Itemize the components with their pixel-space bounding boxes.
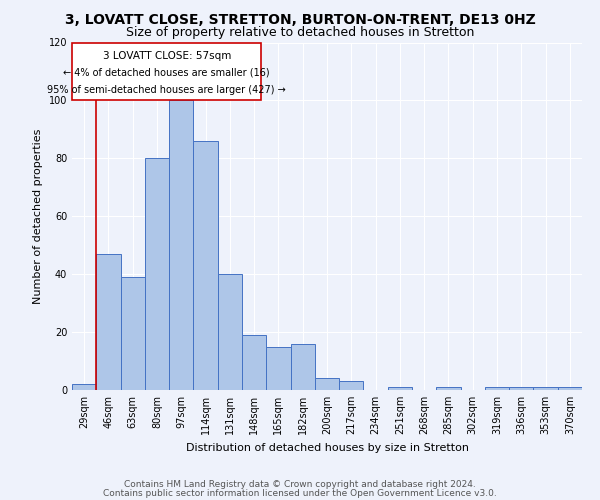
- Text: 3, LOVATT CLOSE, STRETTON, BURTON-ON-TRENT, DE13 0HZ: 3, LOVATT CLOSE, STRETTON, BURTON-ON-TRE…: [65, 12, 535, 26]
- Text: ← 4% of detached houses are smaller (16): ← 4% of detached houses are smaller (16): [64, 68, 270, 78]
- Bar: [558, 387, 582, 390]
- Bar: [242, 335, 266, 390]
- Bar: [72, 384, 96, 390]
- Bar: [218, 274, 242, 390]
- Bar: [436, 387, 461, 390]
- Bar: [145, 158, 169, 390]
- Text: 3 LOVATT CLOSE: 57sqm: 3 LOVATT CLOSE: 57sqm: [103, 50, 231, 60]
- Bar: [388, 387, 412, 390]
- X-axis label: Distribution of detached houses by size in Stretton: Distribution of detached houses by size …: [185, 442, 469, 452]
- FancyBboxPatch shape: [72, 42, 262, 100]
- Text: Contains public sector information licensed under the Open Government Licence v3: Contains public sector information licen…: [103, 489, 497, 498]
- Text: Contains HM Land Registry data © Crown copyright and database right 2024.: Contains HM Land Registry data © Crown c…: [124, 480, 476, 489]
- Bar: [266, 346, 290, 390]
- Bar: [485, 387, 509, 390]
- Text: 95% of semi-detached houses are larger (427) →: 95% of semi-detached houses are larger (…: [47, 86, 286, 96]
- Text: Size of property relative to detached houses in Stretton: Size of property relative to detached ho…: [126, 26, 474, 39]
- Bar: [193, 141, 218, 390]
- Bar: [339, 382, 364, 390]
- Bar: [121, 277, 145, 390]
- Bar: [290, 344, 315, 390]
- Bar: [315, 378, 339, 390]
- Bar: [533, 387, 558, 390]
- Bar: [96, 254, 121, 390]
- Bar: [169, 100, 193, 390]
- Y-axis label: Number of detached properties: Number of detached properties: [33, 128, 43, 304]
- Bar: [509, 387, 533, 390]
